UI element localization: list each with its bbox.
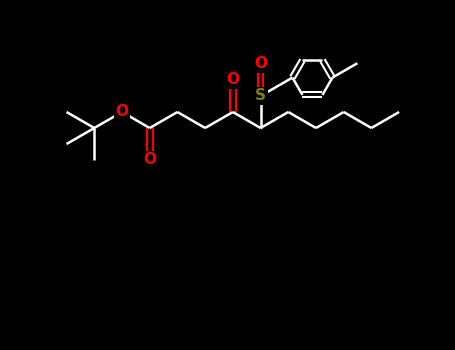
Text: S: S — [255, 89, 266, 104]
Text: O: O — [254, 56, 267, 71]
Text: O: O — [116, 105, 128, 119]
Text: O: O — [226, 72, 239, 88]
Text: O: O — [143, 153, 156, 168]
